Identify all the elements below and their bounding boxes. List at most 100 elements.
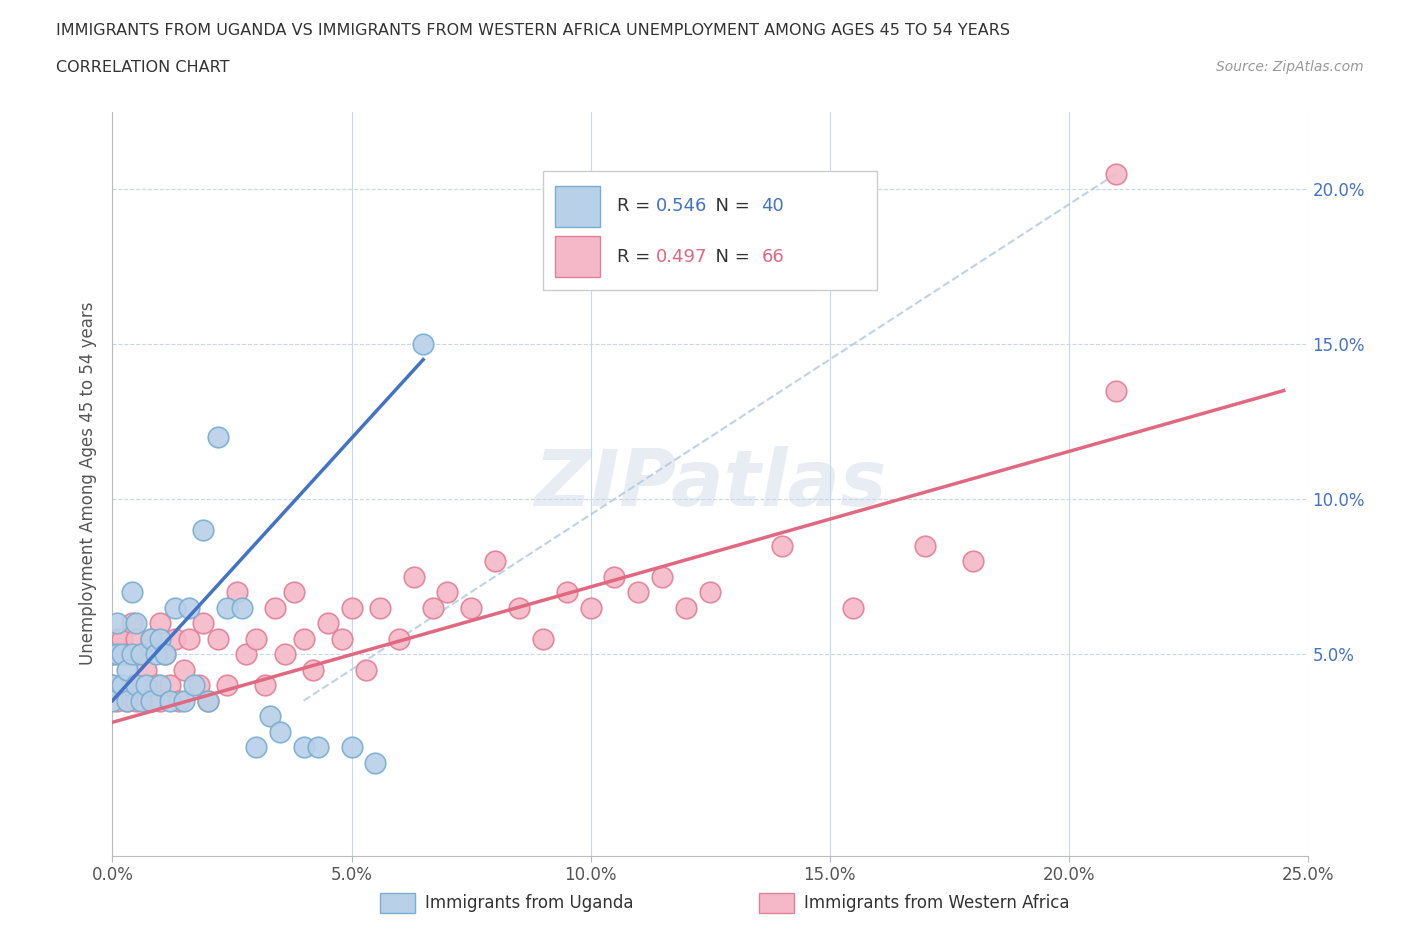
Point bbox=[149, 631, 172, 646]
Point bbox=[135, 678, 157, 693]
Point bbox=[105, 631, 128, 646]
Point bbox=[177, 600, 200, 615]
Point bbox=[412, 337, 434, 352]
Point bbox=[340, 600, 363, 615]
Point bbox=[283, 585, 305, 600]
Y-axis label: Unemployment Among Ages 45 to 54 years: Unemployment Among Ages 45 to 54 years bbox=[79, 302, 97, 665]
Point bbox=[125, 678, 148, 693]
FancyBboxPatch shape bbox=[554, 186, 600, 227]
Point bbox=[422, 600, 444, 615]
Point bbox=[207, 631, 229, 646]
Point bbox=[163, 600, 186, 615]
Point bbox=[368, 600, 391, 615]
Point bbox=[121, 646, 143, 661]
Point bbox=[101, 693, 124, 708]
Point bbox=[364, 755, 387, 770]
Point bbox=[197, 693, 219, 708]
Point bbox=[259, 709, 281, 724]
Point bbox=[111, 631, 134, 646]
Point bbox=[173, 693, 195, 708]
Point bbox=[627, 585, 650, 600]
Point bbox=[177, 631, 200, 646]
Point bbox=[129, 646, 152, 661]
Point bbox=[121, 585, 143, 600]
Point bbox=[531, 631, 554, 646]
Point bbox=[235, 646, 257, 661]
Point bbox=[149, 693, 172, 708]
Text: IMMIGRANTS FROM UGANDA VS IMMIGRANTS FROM WESTERN AFRICA UNEMPLOYMENT AMONG AGES: IMMIGRANTS FROM UGANDA VS IMMIGRANTS FRO… bbox=[56, 23, 1011, 38]
Point bbox=[264, 600, 287, 615]
Point bbox=[225, 585, 247, 600]
Point bbox=[145, 646, 167, 661]
Point bbox=[842, 600, 865, 615]
Point bbox=[207, 430, 229, 445]
Point bbox=[231, 600, 253, 615]
Point bbox=[292, 739, 315, 754]
Point bbox=[129, 678, 152, 693]
Point bbox=[962, 553, 984, 568]
Point bbox=[193, 523, 215, 538]
Point bbox=[302, 662, 325, 677]
Point bbox=[579, 600, 602, 615]
Point bbox=[1105, 383, 1128, 398]
Point bbox=[914, 538, 936, 553]
Point bbox=[111, 646, 134, 661]
Point bbox=[101, 678, 124, 693]
Point bbox=[121, 616, 143, 631]
Point bbox=[245, 739, 267, 754]
Point bbox=[101, 646, 124, 661]
Point bbox=[115, 693, 138, 708]
Point bbox=[159, 678, 181, 693]
Point bbox=[340, 739, 363, 754]
Point bbox=[193, 616, 215, 631]
Text: 0.546: 0.546 bbox=[657, 197, 707, 215]
Point bbox=[292, 631, 315, 646]
Point bbox=[135, 662, 157, 677]
Text: 40: 40 bbox=[762, 197, 785, 215]
Point bbox=[402, 569, 425, 584]
Text: R =: R = bbox=[617, 197, 655, 215]
Point bbox=[508, 600, 530, 615]
Point bbox=[153, 646, 176, 661]
Point bbox=[460, 600, 482, 615]
Point bbox=[125, 631, 148, 646]
Text: ZIPatlas: ZIPatlas bbox=[534, 445, 886, 522]
Point bbox=[555, 585, 578, 600]
FancyBboxPatch shape bbox=[554, 236, 600, 277]
Point bbox=[101, 646, 124, 661]
Point bbox=[245, 631, 267, 646]
Point bbox=[269, 724, 291, 739]
Point bbox=[129, 646, 152, 661]
Point bbox=[153, 646, 176, 661]
Point bbox=[169, 693, 191, 708]
Point bbox=[651, 569, 673, 584]
Point bbox=[173, 662, 195, 677]
Point bbox=[105, 646, 128, 661]
Text: Source: ZipAtlas.com: Source: ZipAtlas.com bbox=[1216, 60, 1364, 74]
Point bbox=[111, 678, 134, 693]
Point bbox=[1105, 166, 1128, 181]
Text: 66: 66 bbox=[762, 248, 785, 266]
Point bbox=[139, 693, 162, 708]
Point bbox=[105, 616, 128, 631]
Point bbox=[101, 678, 124, 693]
Point bbox=[316, 616, 339, 631]
Point bbox=[436, 585, 458, 600]
Point bbox=[699, 585, 721, 600]
Point bbox=[388, 631, 411, 646]
Point bbox=[129, 693, 152, 708]
Point bbox=[139, 693, 162, 708]
Point bbox=[183, 678, 205, 693]
Point bbox=[145, 678, 167, 693]
Point bbox=[149, 616, 172, 631]
Point bbox=[330, 631, 353, 646]
Point bbox=[217, 600, 239, 615]
Point bbox=[254, 678, 277, 693]
Point bbox=[163, 631, 186, 646]
Point bbox=[105, 693, 128, 708]
Point bbox=[115, 693, 138, 708]
Point bbox=[115, 662, 138, 677]
Point bbox=[125, 616, 148, 631]
Point bbox=[217, 678, 239, 693]
Point bbox=[125, 693, 148, 708]
